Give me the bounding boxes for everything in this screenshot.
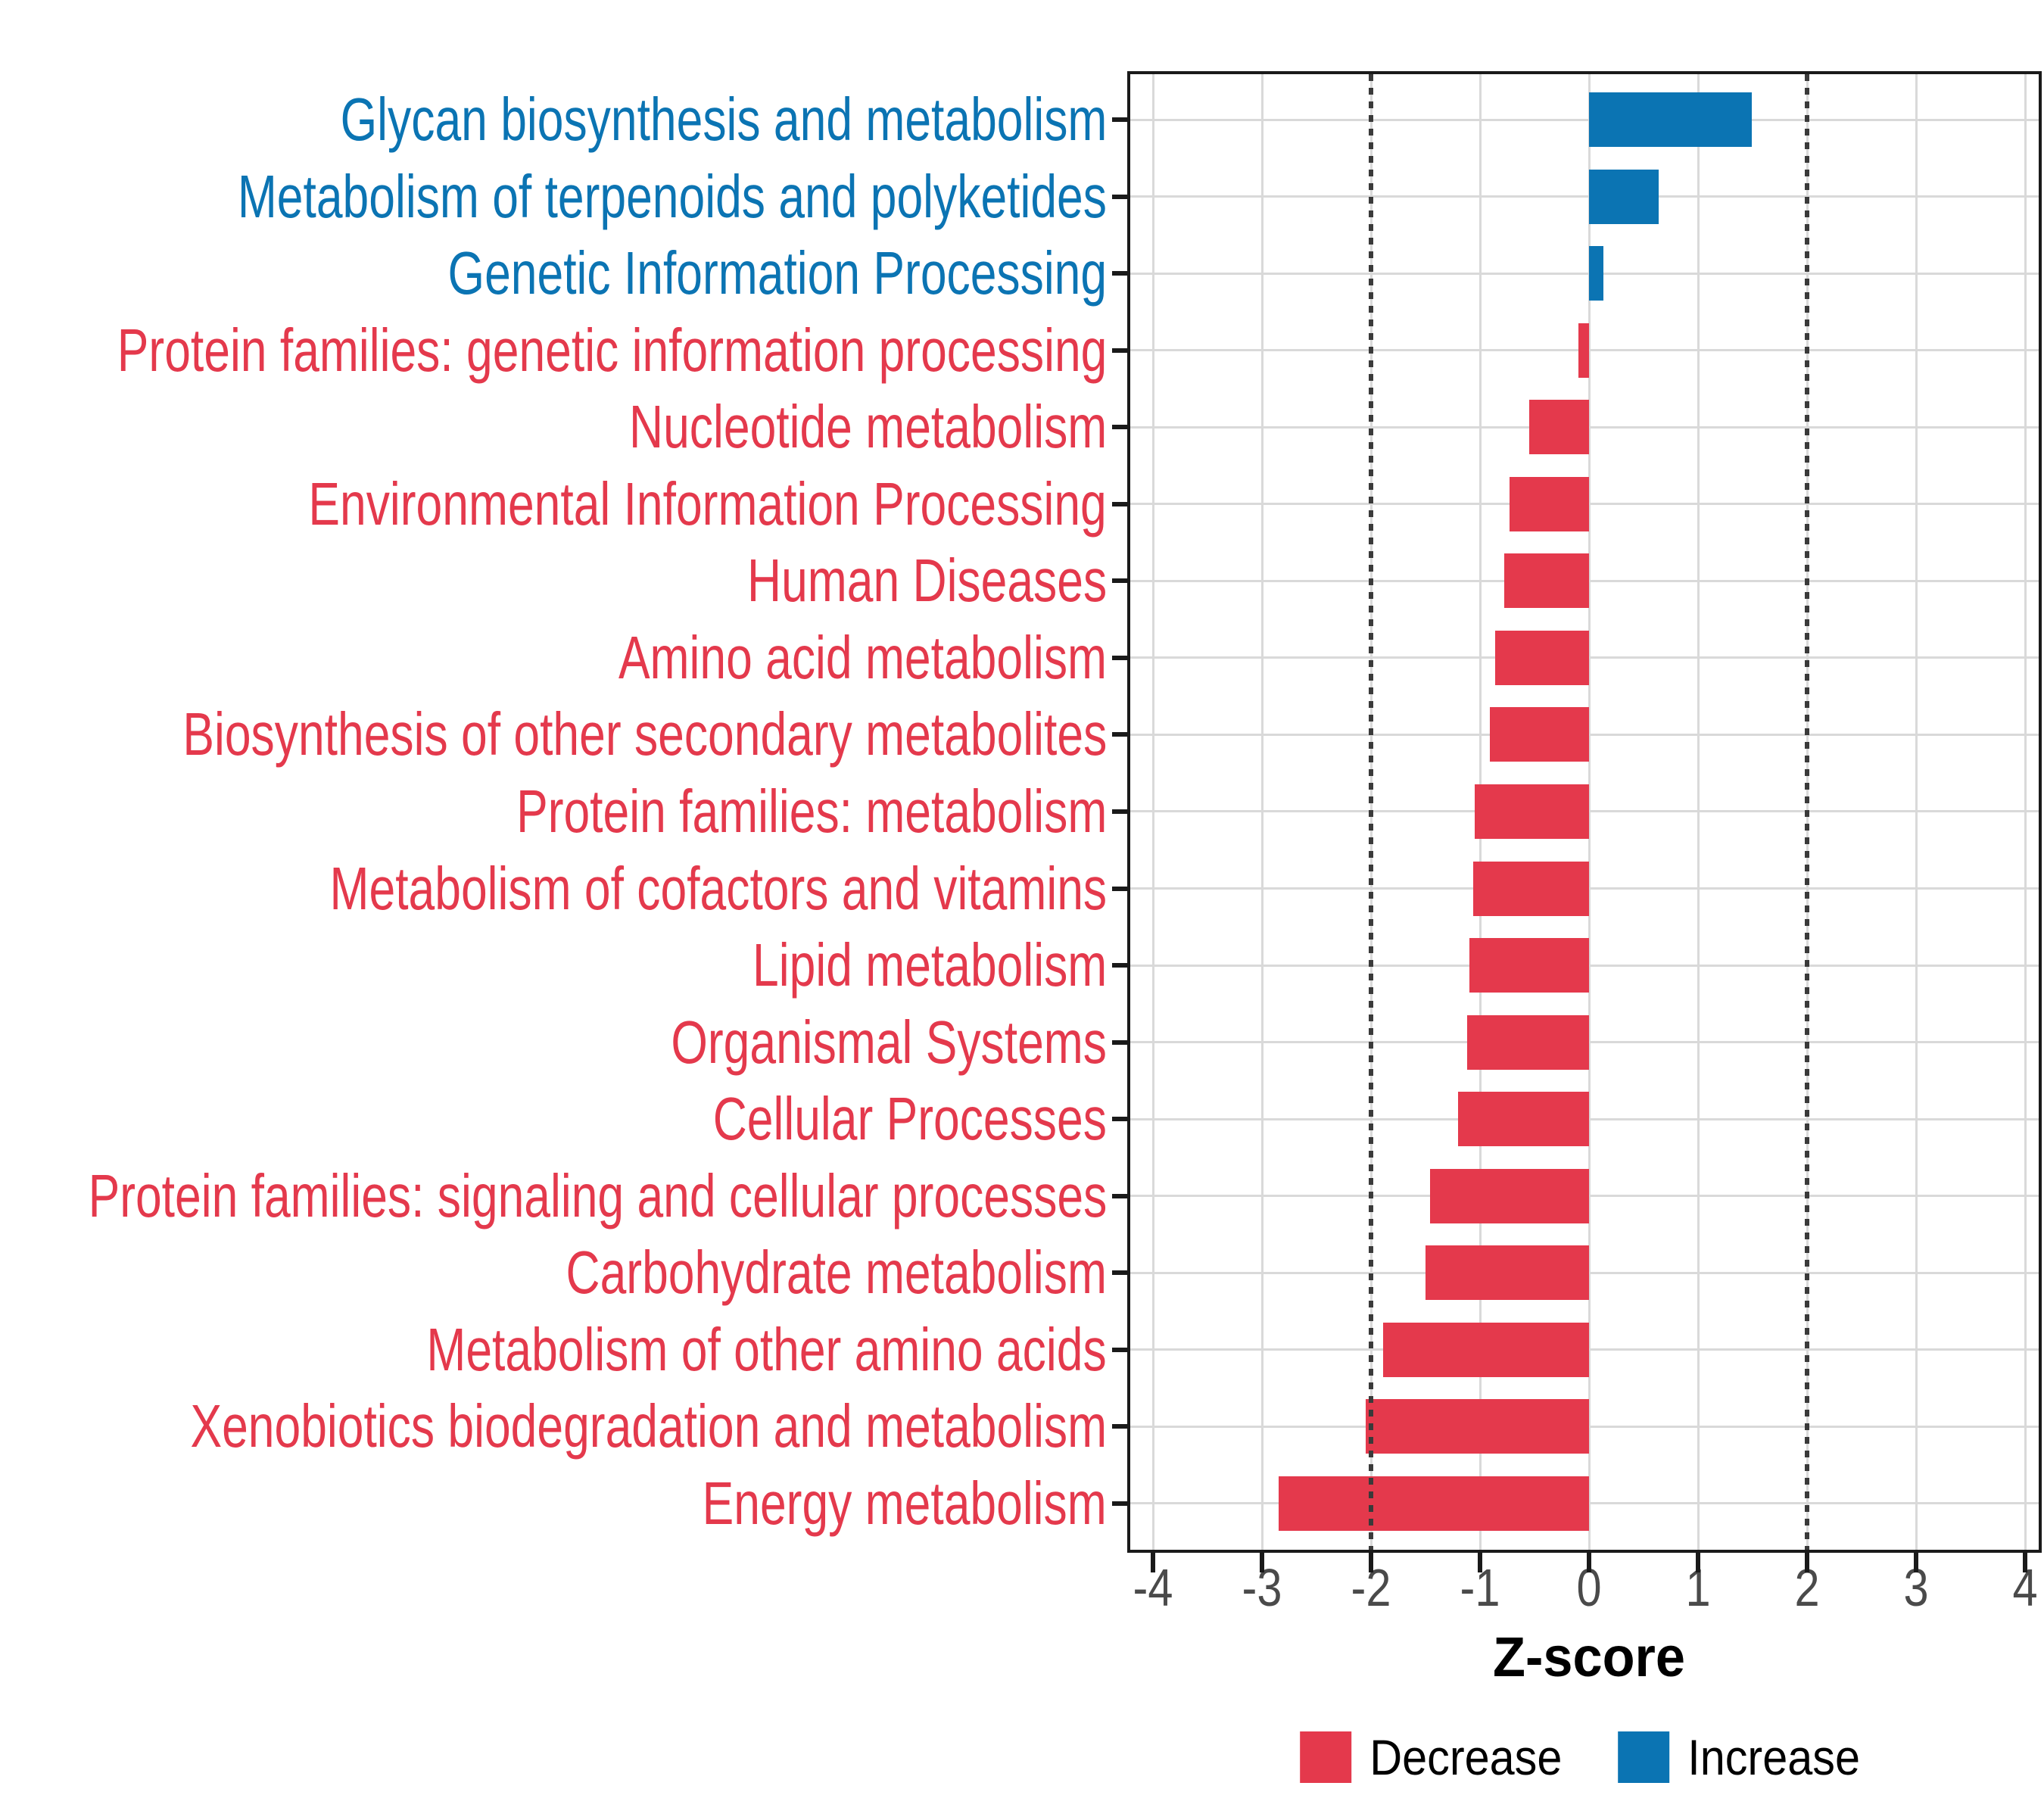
- category-label: Cellular Processes: [712, 1085, 1107, 1153]
- y-tick-mark: [1112, 655, 1130, 660]
- bar-decrease: [1495, 630, 1589, 685]
- x-tick-mark: [1805, 1553, 1809, 1572]
- category-label: Environmental Information Processing: [308, 469, 1107, 538]
- y-tick-mark: [1112, 1501, 1130, 1506]
- bar-decrease: [1489, 707, 1589, 762]
- y-tick-mark: [1112, 1424, 1130, 1429]
- x-tick-mark: [1260, 1553, 1264, 1572]
- y-tick-mark: [1112, 194, 1130, 199]
- bar-decrease: [1503, 553, 1589, 609]
- increase-swatch-icon: [1618, 1731, 1670, 1783]
- x-tick-mark: [1914, 1553, 1918, 1572]
- bar-decrease: [1382, 1322, 1589, 1377]
- reference-line: [1805, 74, 1809, 1550]
- bar-decrease: [1278, 1476, 1589, 1531]
- bar-decrease: [1458, 1092, 1589, 1147]
- legend-item-decrease: Decrease: [1300, 1728, 1583, 1786]
- x-tick-mark: [1151, 1553, 1155, 1572]
- x-tick-label: 4: [2012, 1558, 2038, 1617]
- bar-decrease: [1473, 861, 1589, 916]
- gridline-horizontal: [1130, 195, 2039, 198]
- x-tick-mark: [1696, 1553, 1700, 1572]
- legend: Decrease Increase: [1300, 1728, 1880, 1786]
- x-axis-title: Z-score: [1493, 1625, 1685, 1688]
- category-label: Carbohydrate metabolism: [566, 1239, 1107, 1307]
- y-tick-mark: [1112, 348, 1130, 353]
- bar-decrease: [1469, 938, 1589, 993]
- gridline-horizontal: [1130, 272, 2039, 275]
- y-tick-mark: [1112, 1193, 1130, 1198]
- x-tick-mark: [1369, 1553, 1373, 1572]
- bar-decrease: [1528, 400, 1589, 455]
- bar-decrease: [1509, 476, 1589, 531]
- bar-increase: [1589, 92, 1752, 147]
- y-tick-mark: [1112, 1347, 1130, 1352]
- category-label: Protein families: signaling and cellular…: [88, 1161, 1107, 1230]
- category-label: Protein families: genetic information pr…: [117, 316, 1107, 384]
- y-tick-mark: [1112, 1270, 1130, 1276]
- x-tick-mark: [1478, 1553, 1482, 1572]
- category-label: Glycan biosynthesis and metabolism: [340, 86, 1107, 153]
- bar-increase: [1589, 169, 1659, 224]
- category-label: Metabolism of cofactors and vitamins: [329, 854, 1107, 922]
- y-tick-mark: [1112, 501, 1130, 506]
- category-label: Lipid metabolism: [752, 931, 1107, 999]
- bar-increase: [1589, 246, 1603, 301]
- legend-label-increase: Increase: [1687, 1729, 1861, 1785]
- y-tick-mark: [1112, 809, 1130, 814]
- category-label: Human Diseases: [746, 547, 1107, 615]
- category-label: Genetic Information Processing: [447, 239, 1107, 307]
- gridline-horizontal: [1130, 118, 2039, 121]
- y-tick-mark: [1112, 117, 1130, 122]
- y-tick-mark: [1112, 425, 1130, 430]
- y-tick-mark: [1112, 578, 1130, 584]
- legend-label-decrease: Decrease: [1369, 1729, 1563, 1785]
- category-label: Xenobiotics biodegradation and metabolis…: [190, 1392, 1107, 1460]
- bar-decrease: [1426, 1245, 1589, 1301]
- category-label: Organismal Systems: [671, 1008, 1107, 1076]
- y-tick-mark: [1112, 732, 1130, 737]
- bar-decrease: [1578, 323, 1589, 378]
- category-label: Nucleotide metabolism: [628, 393, 1107, 461]
- y-tick-mark: [1112, 271, 1130, 276]
- bar-decrease: [1474, 784, 1589, 839]
- bar-decrease: [1365, 1399, 1589, 1454]
- legend-item-increase: Increase: [1618, 1728, 1880, 1786]
- x-tick-mark: [1587, 1553, 1591, 1572]
- bar-decrease: [1429, 1168, 1589, 1223]
- x-tick-mark: [2023, 1553, 2027, 1572]
- category-label: Metabolism of terpenoids and polyketides: [237, 162, 1107, 230]
- bar-decrease: [1466, 1014, 1589, 1070]
- plot-panel: [1130, 74, 2039, 1550]
- decrease-swatch-icon: [1300, 1731, 1352, 1783]
- category-label: Amino acid metabolism: [618, 623, 1107, 691]
- y-tick-mark: [1112, 963, 1130, 968]
- reference-line: [1369, 74, 1373, 1550]
- category-label: Metabolism of other amino acids: [426, 1315, 1107, 1383]
- y-tick-mark: [1112, 1039, 1130, 1045]
- y-tick-mark: [1112, 886, 1130, 891]
- category-label: Energy metabolism: [702, 1469, 1107, 1537]
- y-tick-mark: [1112, 1117, 1130, 1122]
- category-label: Protein families: metabolism: [516, 777, 1107, 845]
- category-label: Biosynthesis of other secondary metaboli…: [182, 700, 1107, 768]
